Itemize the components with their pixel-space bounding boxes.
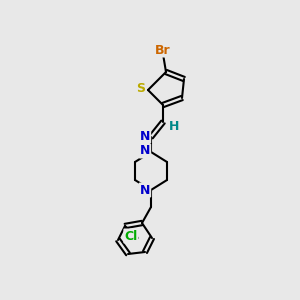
Text: Cl: Cl [124, 230, 138, 242]
Text: H: H [169, 119, 179, 133]
Text: Br: Br [155, 44, 171, 56]
Text: N: N [140, 130, 150, 142]
Text: N: N [140, 184, 150, 196]
Text: N: N [140, 145, 150, 158]
Text: S: S [136, 82, 146, 95]
